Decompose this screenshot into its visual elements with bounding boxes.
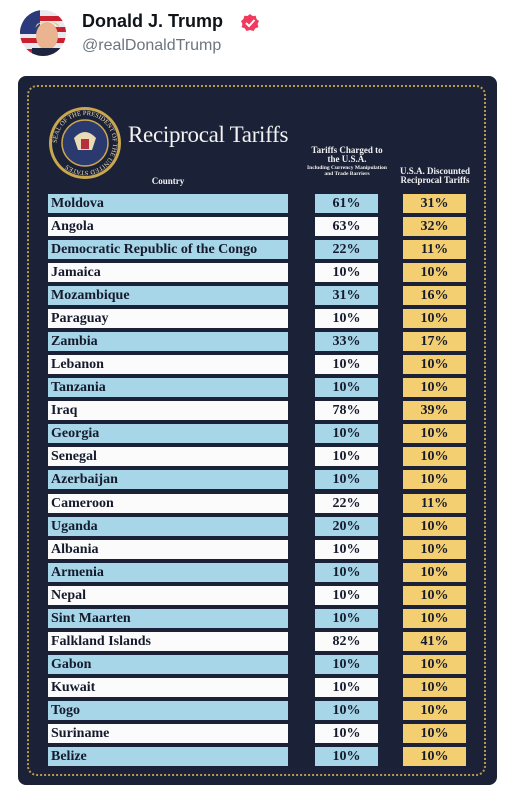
reciprocal-cell: 10%: [403, 746, 466, 766]
table-title: Reciprocal Tariffs: [128, 122, 289, 147]
handle[interactable]: @realDonaldTrump: [82, 37, 222, 54]
charged-cell: 10%: [315, 263, 378, 283]
charged-cell: 61%: [315, 194, 378, 213]
charged-cell: 10%: [315, 378, 378, 398]
charged-cell: 78%: [315, 401, 378, 421]
reciprocal-cell: 10%: [403, 355, 466, 375]
column-header: Tariffs Charged to the U.S.A.: [311, 145, 383, 165]
column-header: Country: [151, 176, 185, 186]
charged-cell: 10%: [315, 424, 378, 444]
frame: [27, 85, 486, 776]
country-cell: Cameroon: [48, 493, 288, 513]
country-cell: Nepal: [48, 585, 288, 605]
charged-cell: 10%: [315, 746, 378, 766]
charged-cell: 10%: [315, 447, 378, 467]
country-cell: Falkland Islands: [48, 631, 288, 651]
charged-cell: 82%: [315, 631, 378, 651]
country-cell: Suriname: [48, 723, 288, 743]
reciprocal-cell: 10%: [403, 585, 466, 605]
charged-cell: 31%: [315, 286, 378, 306]
country-cell: Paraguay: [48, 309, 288, 329]
column-header: U.S.A. Discounted Reciprocal Tariffs: [399, 166, 470, 186]
reciprocal-cell: 10%: [403, 516, 466, 536]
reciprocal-cell: 32%: [403, 217, 466, 237]
country-cell: Sint Maarten: [48, 608, 288, 628]
charged-cell: 10%: [315, 309, 378, 329]
country-cell: Uganda: [48, 516, 288, 536]
column-note: Including Currency Manipulation and Trad…: [307, 165, 387, 177]
reciprocal-cell: 10%: [403, 378, 466, 398]
charged-cell: 10%: [315, 723, 378, 743]
country-cell: Lebanon: [48, 355, 288, 375]
country-cell: Democratic Republic of the Congo: [48, 240, 288, 260]
country-cell: Angola: [48, 217, 288, 237]
reciprocal-cell: 10%: [403, 447, 466, 467]
charged-cell: 10%: [315, 562, 378, 582]
country-cell: Belize: [48, 746, 288, 766]
seal: SEAL OF THE PRESIDENT OF THE UNITED STAT…: [49, 107, 121, 179]
country-cell: Jamaica: [48, 263, 288, 283]
charged-cell: 10%: [315, 355, 378, 375]
charged-cell: 20%: [315, 516, 378, 536]
country-cell: Moldova: [48, 194, 288, 213]
reciprocal-cell: 16%: [403, 286, 466, 306]
reciprocal-cell: 39%: [403, 401, 466, 421]
reciprocal-cell: 10%: [403, 562, 466, 582]
reciprocal-cell: 10%: [403, 700, 466, 720]
reciprocal-cell: 10%: [403, 424, 466, 444]
reciprocal-cell: 11%: [403, 493, 466, 513]
charged-cell: 22%: [315, 240, 378, 260]
country-cell: Georgia: [48, 424, 288, 444]
reciprocal-cell: 11%: [403, 240, 466, 260]
reciprocal-cell: 10%: [403, 539, 466, 559]
country-cell: Azerbaijan: [48, 470, 288, 490]
reciprocal-cell: 10%: [403, 723, 466, 743]
charged-cell: 10%: [315, 470, 378, 490]
reciprocal-cell: 10%: [403, 654, 466, 674]
reciprocal-cell: 41%: [403, 631, 466, 651]
charged-cell: 33%: [315, 332, 378, 352]
country-cell: Armenia: [48, 562, 288, 582]
charged-cell: 63%: [315, 217, 378, 237]
reciprocal-cell: 17%: [403, 332, 466, 352]
reciprocal-cell: 31%: [403, 194, 466, 213]
display-name[interactable]: Donald J. Trump: [82, 11, 224, 31]
country-cell: Albania: [48, 539, 288, 559]
country-cell: Gabon: [48, 654, 288, 674]
country-cell: Kuwait: [48, 677, 288, 697]
country-cell: Iraq: [48, 401, 288, 421]
country-cell: Senegal: [48, 447, 288, 467]
charged-cell: 10%: [315, 654, 378, 674]
avatar[interactable]: [20, 10, 66, 56]
charged-cell: 10%: [315, 585, 378, 605]
charged-cell: 10%: [315, 677, 378, 697]
country-cell: Mozambique: [48, 286, 288, 306]
reciprocal-cell: 10%: [403, 677, 466, 697]
reciprocal-cell: 10%: [403, 470, 466, 490]
country-cell: Tanzania: [48, 378, 288, 398]
charged-cell: 10%: [315, 608, 378, 628]
country-cell: Togo: [48, 700, 288, 720]
charged-cell: 10%: [315, 539, 378, 559]
country-cell: Zambia: [48, 332, 288, 352]
charged-cell: 10%: [315, 700, 378, 720]
reciprocal-cell: 10%: [403, 608, 466, 628]
charged-cell: 22%: [315, 493, 378, 513]
verified-badge: [241, 14, 259, 31]
reciprocal-cell: 10%: [403, 263, 466, 283]
reciprocal-cell: 10%: [403, 309, 466, 329]
